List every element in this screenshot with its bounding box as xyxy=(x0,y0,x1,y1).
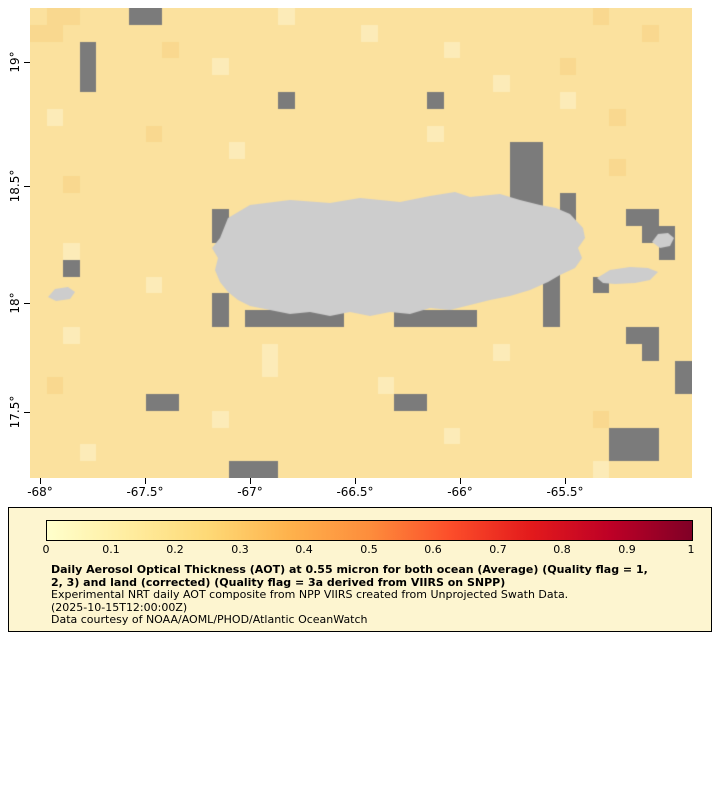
caption-title-line-2: 2, 3) and land (corrected) (Quality flag… xyxy=(51,575,506,589)
lon-tickmark xyxy=(565,478,566,484)
legend-panel: 0 0.1 0.2 0.3 0.4 0.5 0.6 0.7 0.8 0.9 1 … xyxy=(8,507,712,632)
lon-label: -67.5° xyxy=(126,485,164,499)
colorbar-tick-label: 0.8 xyxy=(553,543,571,556)
lon-label: -67° xyxy=(237,485,263,499)
lat-tickmark xyxy=(24,186,30,187)
lon-tickmark xyxy=(460,478,461,484)
lon-tickmark xyxy=(40,478,41,484)
caption-title-line-1: Daily Aerosol Optical Thickness (AOT) at… xyxy=(51,563,648,576)
colorbar-tick-label: 0.2 xyxy=(166,543,184,556)
colorbar-tick-label: 0.3 xyxy=(231,543,249,556)
caption-source-line: Experimental NRT daily AOT composite fro… xyxy=(51,588,569,601)
lon-tickmark xyxy=(145,478,146,484)
lat-tickmark xyxy=(24,412,30,413)
colorbar-tick-label: 0.1 xyxy=(102,543,120,556)
colorbar-gradient xyxy=(46,520,693,541)
lon-label: -65.5° xyxy=(546,485,584,499)
lon-label: -68° xyxy=(27,485,53,499)
colorbar-tick-label: 0.4 xyxy=(295,543,313,556)
lon-tickmark xyxy=(250,478,251,484)
lon-tickmark xyxy=(355,478,356,484)
lat-tickmark xyxy=(24,62,30,63)
colorbar-tick-label: 0.7 xyxy=(489,543,507,556)
caption-datetime: (2025-10-15T12:00:00Z) xyxy=(51,600,188,614)
lat-tickmark xyxy=(24,303,30,304)
colorbar-tick-label: 1 xyxy=(687,543,695,556)
lon-label: -66.5° xyxy=(336,485,374,499)
lat-label: 19° xyxy=(8,51,22,73)
legend-caption: Daily Aerosol Optical Thickness (AOT) at… xyxy=(51,563,648,627)
lon-label: -66° xyxy=(447,485,473,499)
colorbar-tick-label: 0.5 xyxy=(360,543,378,556)
caption-courtesy: Data courtesy of NOAA/AOML/PHOD/Atlantic… xyxy=(51,613,368,626)
lat-label: 18° xyxy=(8,292,22,314)
lat-label: 17.5° xyxy=(8,395,22,429)
colorbar-tick-label: 0.9 xyxy=(618,543,636,556)
colorbar-tick-label: 0.6 xyxy=(424,543,442,556)
lat-label: 18.5° xyxy=(8,169,22,203)
colorbar-tick-label: 0 xyxy=(42,543,50,556)
map-canvas xyxy=(30,8,692,478)
